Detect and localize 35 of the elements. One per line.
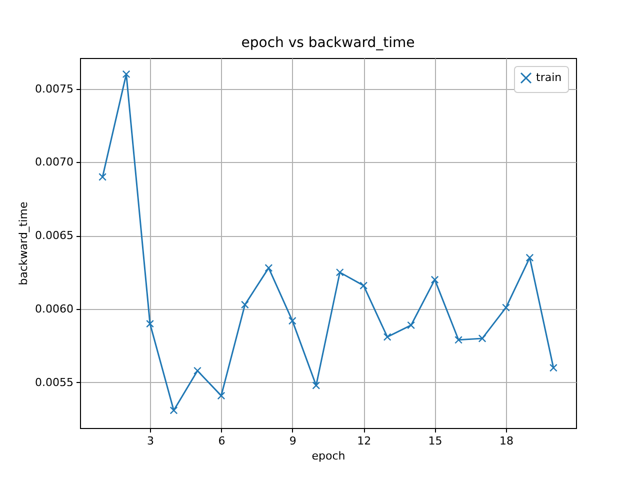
- y-tick-label: 0.0075: [35, 82, 74, 96]
- x-tick-label: 15: [428, 434, 442, 448]
- y-axis-title: backward_time: [17, 202, 30, 286]
- point: [312, 381, 320, 390]
- point: [407, 321, 416, 330]
- point: [194, 366, 202, 375]
- point: [360, 282, 368, 290]
- point: [98, 172, 106, 181]
- x-tick-label: 12: [357, 434, 372, 448]
- x-axis-title: epoch: [312, 450, 346, 462]
- chart-title: epoch vs backward_time: [241, 35, 415, 51]
- x-tick-label: 3: [147, 434, 154, 448]
- point: [383, 333, 392, 341]
- point: [170, 406, 178, 414]
- y-tick-label: 0.0060: [35, 302, 74, 316]
- point: [264, 264, 273, 272]
- point: [454, 336, 462, 344]
- point: [526, 254, 534, 262]
- point: [240, 300, 249, 309]
- x-tick-label: 6: [218, 434, 226, 448]
- y-tick-label: 0.0070: [35, 156, 74, 169]
- point: [502, 304, 510, 312]
- point: [550, 364, 558, 372]
- y-tick-label: 0.0055: [35, 376, 74, 389]
- y-tick-label: 0.0065: [35, 229, 74, 242]
- point: [146, 320, 154, 328]
- point: [122, 70, 130, 78]
- legend-label: train: [536, 71, 562, 84]
- point: [336, 268, 344, 276]
- x-tick-label: 9: [289, 434, 296, 448]
- point: [288, 316, 296, 325]
- point: [217, 392, 226, 400]
- point: [430, 276, 439, 284]
- point: [478, 334, 486, 342]
- x-tick-label: 18: [499, 434, 514, 448]
